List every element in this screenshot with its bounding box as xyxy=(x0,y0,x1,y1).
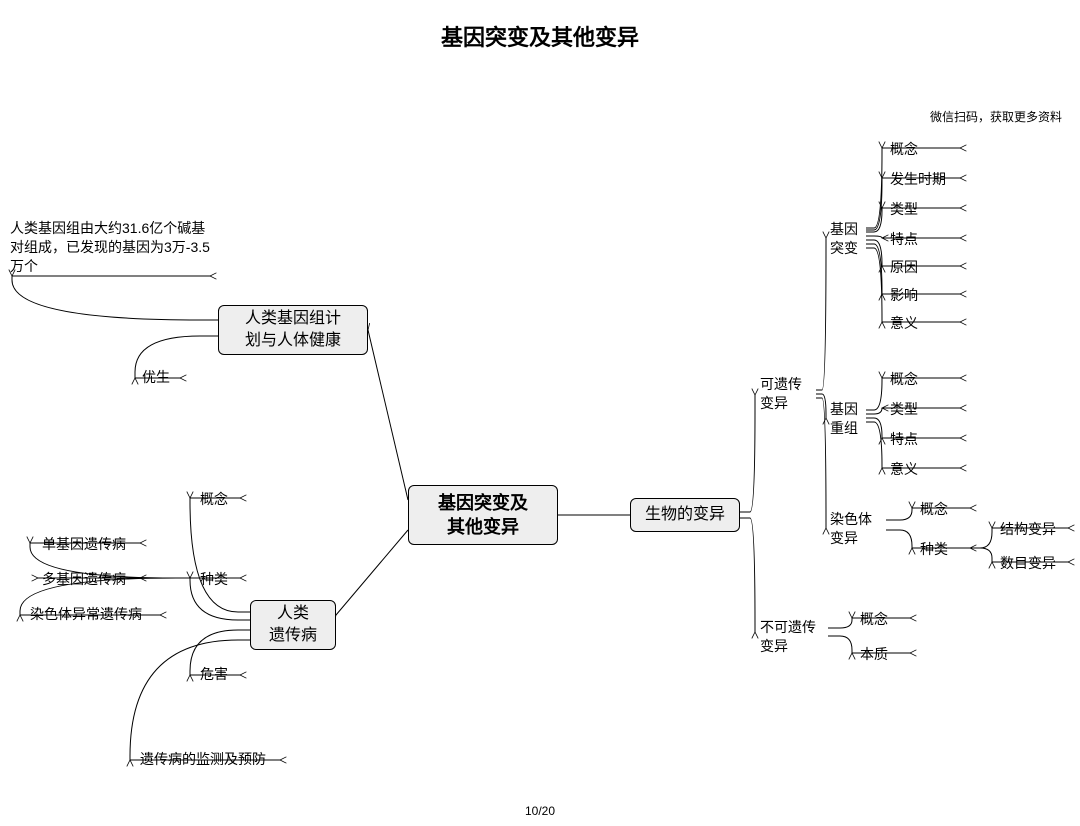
leaf-disease-kind: 种类 xyxy=(200,570,228,589)
leaf-mut-effect: 影响 xyxy=(890,286,918,305)
leaf-nonherit-concept: 概念 xyxy=(860,610,888,629)
leaf-chrom-concept: 概念 xyxy=(920,500,948,519)
note-genome: 人类基因组由大约31.6亿个碱基对组成，已发现的基因为3万-3.5万个 xyxy=(10,219,210,276)
leaf-rec-feature: 特点 xyxy=(890,430,918,449)
leaf-chrom-abnorm: 染色体异常遗传病 xyxy=(30,605,142,624)
node-root: 基因突变及其他变异 xyxy=(408,485,558,545)
leaf-mut-meaning: 意义 xyxy=(890,314,918,333)
leaf-rec-type: 类型 xyxy=(890,400,918,419)
leaf-disease-harm: 危害 xyxy=(200,665,228,684)
edge-layer xyxy=(0,0,1080,826)
leaf-chrom-number: 数目变异 xyxy=(1000,554,1056,573)
leaf-rec-meaning: 意义 xyxy=(890,460,918,479)
leaf-mut-feature: 特点 xyxy=(890,230,918,249)
leaf-chrom-kind: 种类 xyxy=(920,540,948,559)
page-footer: 10/20 xyxy=(0,804,1080,818)
leaf-chrom-struct: 结构变异 xyxy=(1000,520,1056,539)
node-chrom-variation: 染色体变异 xyxy=(830,510,890,548)
node-bio-variation: 生物的变异 xyxy=(630,498,740,532)
leaf-disease-concept: 概念 xyxy=(200,490,228,509)
leaf-disease-prevent: 遗传病的监测及预防 xyxy=(140,750,266,769)
leaf-eugenics: 优生 xyxy=(142,368,170,387)
node-mutation: 基因突变 xyxy=(830,220,870,258)
leaf-mut-concept: 概念 xyxy=(890,140,918,159)
node-nonheritable: 不可遗传变异 xyxy=(760,618,832,656)
leaf-mut-time: 发生时期 xyxy=(890,170,946,189)
node-human-disease: 人类遗传病 xyxy=(250,600,336,650)
leaf-mut-type: 类型 xyxy=(890,200,918,219)
node-heritable: 可遗传变异 xyxy=(760,375,820,413)
leaf-single-gene: 单基因遗传病 xyxy=(42,535,126,554)
leaf-rec-concept: 概念 xyxy=(890,370,918,389)
diagram-canvas: 基因突变及其他变异 微信扫码，获取更多资料 基因突变及其他变异 人类基因组计划与… xyxy=(0,0,1080,826)
leaf-nonherit-nature: 本质 xyxy=(860,645,888,664)
node-genome-health: 人类基因组计划与人体健康 xyxy=(218,305,368,355)
leaf-multi-gene: 多基因遗传病 xyxy=(42,570,126,589)
leaf-mut-cause: 原因 xyxy=(890,258,918,277)
node-recombination: 基因重组 xyxy=(830,400,870,438)
page-title: 基因突变及其他变异 xyxy=(0,20,1080,52)
watermark-text: 微信扫码，获取更多资料 xyxy=(930,108,1062,125)
